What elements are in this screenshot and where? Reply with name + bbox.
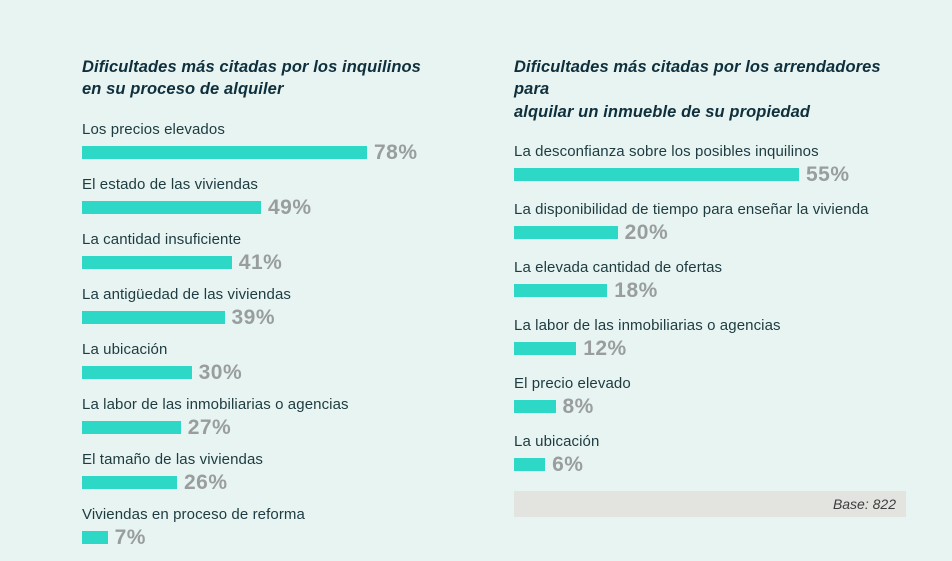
bar-line: 7% <box>82 527 464 549</box>
bar-value: 26% <box>184 471 228 495</box>
bar-value: 41% <box>238 251 283 275</box>
bar-row: El precio elevado 8% <box>514 375 906 418</box>
bar-row: La desconfianza sobre los posibles inqui… <box>514 143 906 186</box>
base-note: Base: 822 <box>832 495 896 512</box>
chart-tenants-difficulties: Dificultades más citadas por los inquili… <box>82 56 464 561</box>
bar-line: 49% <box>82 197 464 219</box>
bar-label: La antigüedad de las viviendas <box>82 285 291 303</box>
bar-label: La desconfianza sobre los posibles inqui… <box>514 142 819 160</box>
bar <box>514 284 608 298</box>
bar-line: 20% <box>514 222 906 244</box>
chart-title-line: Dificultades más citadas por los arrenda… <box>514 58 881 99</box>
bar <box>82 476 177 490</box>
bar-line: 39% <box>82 307 464 329</box>
bar-line: 26% <box>82 472 464 494</box>
bar <box>514 400 556 414</box>
bar <box>82 146 367 160</box>
bar-label: La disponibilidad de tiempo para enseñar… <box>514 200 869 218</box>
chart-landlords-difficulties: Dificultades más citadas por los arrenda… <box>514 56 906 561</box>
bar <box>82 311 225 325</box>
bar-value: 8% <box>562 395 594 419</box>
bar-line: 55% <box>514 164 906 186</box>
bar-line: 8% <box>514 396 906 418</box>
bar-label: La ubicación <box>82 340 168 358</box>
bar-label: La labor de las inmobiliarias o agencias <box>82 395 349 413</box>
bar-value: 78% <box>374 141 418 165</box>
bar-value: 30% <box>198 361 243 385</box>
bar-line: 6% <box>514 454 906 476</box>
bar-value: 18% <box>614 279 658 303</box>
bar-label: Viviendas en proceso de reforma <box>82 505 305 523</box>
bar-row: El tamaño de las viviendas 26% <box>82 451 464 494</box>
bar <box>82 366 192 380</box>
bar-row: Viviendas en proceso de reforma 7% <box>82 506 464 549</box>
chart-title-line: en su proceso de alquiler <box>82 80 284 99</box>
bar-line: 78% <box>82 142 464 164</box>
bar-row: La ubicación 6% <box>514 433 906 476</box>
bar-row: La elevada cantidad de ofertas 18% <box>514 259 906 302</box>
bar <box>514 226 618 240</box>
bar-row: Los precios elevados 78% <box>82 121 464 164</box>
bar-value: 7% <box>114 526 146 550</box>
bar-label: El estado de las viviendas <box>82 175 259 193</box>
chart-title-line: alquilar un inmueble de su propiedad <box>514 102 811 121</box>
chart-title-landlords: Dificultades más citadas por los arrenda… <box>514 56 906 123</box>
bar-label: Los precios elevados <box>82 120 225 138</box>
bar-line: 18% <box>514 280 906 302</box>
chart-title-line: Dificultades más citadas por los inquili… <box>82 58 421 76</box>
bar <box>514 342 577 356</box>
bar-line: 41% <box>82 252 464 274</box>
base-note-row: Base: 822 <box>514 490 906 517</box>
bar <box>82 531 108 545</box>
bar-line: 30% <box>82 362 464 384</box>
bar-rows-landlords: La desconfianza sobre los posibles inqui… <box>514 143 906 476</box>
bar-row: La labor de las inmobiliarias o agencias… <box>514 317 906 360</box>
bar <box>82 421 181 435</box>
bar-label: El tamaño de las viviendas <box>82 450 264 468</box>
bar-line: 12% <box>514 338 906 360</box>
bar-value: 49% <box>268 196 312 220</box>
bar-line: 27% <box>82 417 464 439</box>
bar-label: La cantidad insuficiente <box>82 230 242 248</box>
bar-label: El precio elevado <box>514 374 631 392</box>
bar-value: 20% <box>624 221 669 245</box>
bar <box>82 201 261 215</box>
bar-row: La antigüedad de las viviendas 39% <box>82 286 464 329</box>
bar-row: El estado de las viviendas 49% <box>82 176 464 219</box>
bar-value: 55% <box>806 163 850 187</box>
bar <box>514 458 546 472</box>
bar-value: 27% <box>187 416 232 440</box>
bar-rows-tenants: Los precios elevados 78% El estado de las … <box>82 121 464 549</box>
bar-value: 12% <box>583 337 627 361</box>
chart-title-tenants: Dificultades más citadas por los inquili… <box>82 56 464 101</box>
bar-label: La labor de las inmobiliarias o agencias <box>514 316 781 334</box>
bar <box>82 256 232 270</box>
bar-row: La labor de las inmobiliarias o agencias… <box>82 396 464 439</box>
bar-row: La disponibilidad de tiempo para enseñar… <box>514 201 906 244</box>
bar-row: La cantidad insuficiente 41% <box>82 231 464 274</box>
bar-label: La elevada cantidad de ofertas <box>514 258 723 276</box>
bar-label: La ubicación <box>514 432 600 450</box>
bar-value: 6% <box>552 453 584 477</box>
bar-value: 39% <box>231 306 276 330</box>
bar-row: La ubicación 30% <box>82 341 464 384</box>
bar <box>514 168 799 182</box>
